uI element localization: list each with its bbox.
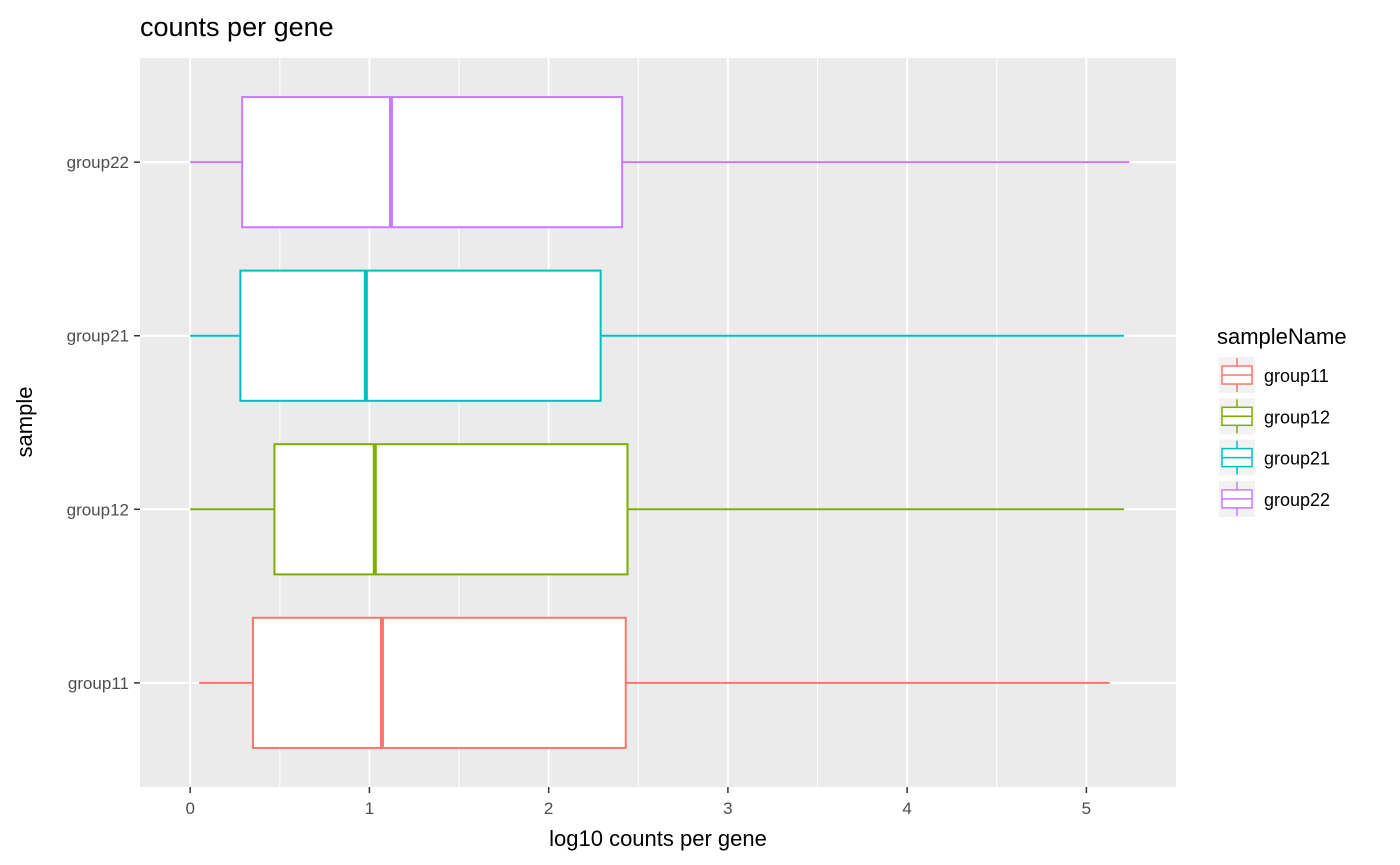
y-tick-label: group22 <box>67 153 129 172</box>
x-tick-label: 0 <box>185 799 194 818</box>
x-tick-label: 1 <box>365 799 374 818</box>
y-tick-label: group21 <box>67 327 129 346</box>
box-group11 <box>199 616 1110 749</box>
x-tick-label: 2 <box>544 799 553 818</box>
x-tick-label: 5 <box>1082 799 1091 818</box>
legend-label: group11 <box>1264 366 1329 386</box>
x-tick-label: 4 <box>902 799 911 818</box>
box-iqr <box>241 96 624 229</box>
chart-title: counts per gene <box>140 12 334 42</box>
box-iqr <box>251 616 627 749</box>
legend-item-group21: group21 <box>1219 439 1330 476</box>
legend-item-group22: group22 <box>1219 480 1330 517</box>
legend-title: sampleName <box>1217 324 1347 349</box>
legend: sampleName group11 group12 group21 group22 <box>1217 324 1347 517</box>
box-group12 <box>190 443 1125 576</box>
legend-label: group21 <box>1264 449 1330 469</box>
axes: 0 1 2 3 4 5 group11 group12 group21 group22 <box>67 153 1092 818</box>
y-tick-label: group11 <box>68 674 129 693</box>
box-group21 <box>190 269 1125 402</box>
y-tick-label: group12 <box>67 500 129 519</box>
legend-item-group11: group11 <box>1219 357 1329 393</box>
y-axis-title: sample <box>12 387 37 458</box>
legend-item-group12: group12 <box>1219 398 1330 435</box>
box-layer <box>190 96 1130 749</box>
x-axis-title: log10 counts per gene <box>549 826 767 851</box>
box-iqr <box>273 443 629 576</box>
x-tick-label: 3 <box>723 799 732 818</box>
box-iqr <box>239 269 602 402</box>
legend-label: group22 <box>1264 490 1330 510</box>
legend-label: group12 <box>1264 407 1330 427</box>
box-group22 <box>190 96 1130 229</box>
